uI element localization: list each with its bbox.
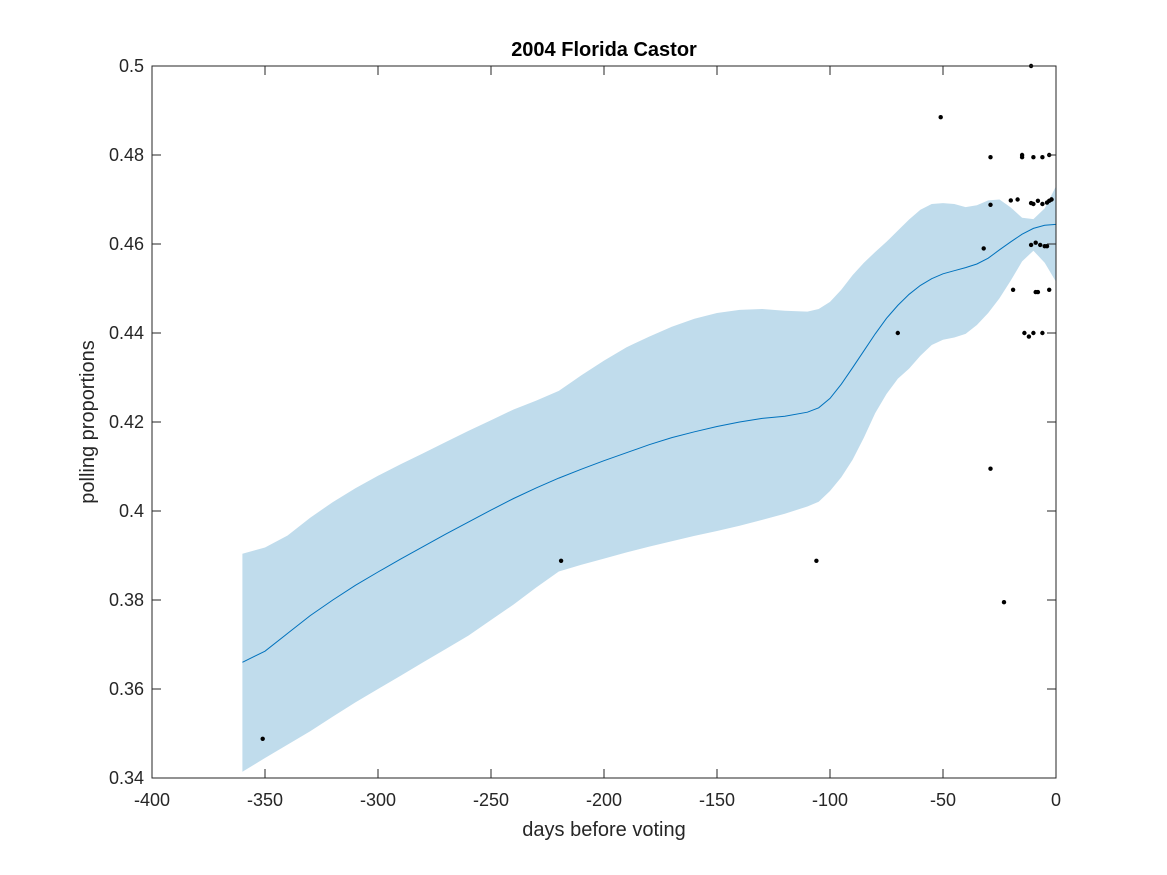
x-tick-label: -300 [360,790,396,810]
x-tick-label: -100 [812,790,848,810]
data-point [1026,334,1032,339]
x-tick-label: -50 [930,790,956,810]
data-point [981,246,986,251]
x-tick-label: -400 [134,790,170,810]
x-tick-label: -350 [247,790,283,810]
data-point [1031,155,1036,160]
confidence-band-layer [242,186,1056,772]
data-point [1031,330,1036,336]
data-point [1035,198,1041,203]
data-point [1008,198,1013,203]
data-point [1033,240,1038,245]
data-point [1015,197,1020,202]
mean-line-layer [242,223,1057,663]
data-point [1035,289,1041,295]
data-point [1047,287,1052,292]
x-tick-label: -200 [586,790,622,810]
y-tick-label: 0.5 [119,56,144,76]
y-tick-label: 0.48 [109,145,144,165]
data-point [1010,287,1016,292]
x-tick-label: -150 [699,790,735,810]
data-point [1028,242,1034,248]
chart-title: 2004 Florida Castor [511,39,697,61]
x-tick-label: 0 [1051,790,1061,810]
data-point [1031,201,1036,207]
data-point [1040,330,1045,336]
data-point [1038,242,1043,248]
data-point [1040,201,1045,207]
y-tick-label: 0.38 [109,590,144,610]
confidence-band [242,186,1056,772]
data-point [938,115,943,120]
y-tick-label: 0.42 [109,412,144,432]
x-axis-label: days before voting [522,819,685,841]
data-point [895,330,900,336]
data-points-layer [260,63,1054,741]
data-point [988,155,993,160]
data-point [1022,330,1027,336]
data-point [1044,244,1050,249]
data-point [260,736,265,741]
data-point [814,558,819,563]
data-point [1019,155,1025,160]
y-tick-label: 0.36 [109,679,144,699]
y-tick-label: 0.46 [109,234,144,254]
x-tick-label: -250 [473,790,509,810]
data-point [1040,155,1045,160]
data-point [1001,600,1007,605]
data-point [988,202,993,207]
y-tick-label: 0.34 [109,768,144,788]
data-point [558,558,564,563]
mean-line [242,223,1057,663]
y-tick-label: 0.4 [119,501,144,521]
data-point [988,466,993,471]
data-point [1049,197,1054,202]
axes-layer: -400 -350 -300 -250 -200 -150 -100 -50 0 0.34 0.36… [109,56,1061,810]
y-axis-label: polling proportions [77,340,99,503]
y-tick-label: 0.44 [109,323,144,343]
